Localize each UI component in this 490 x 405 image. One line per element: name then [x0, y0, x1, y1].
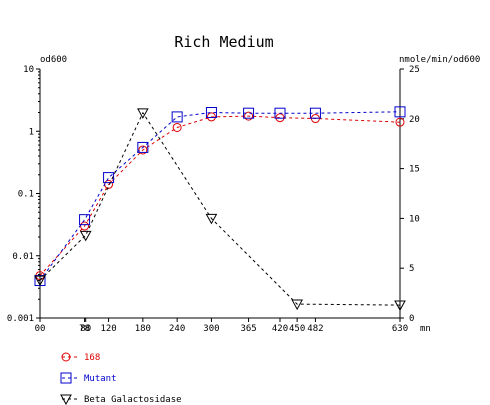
legend: 168 Mutant Beta Galactosidase	[60, 352, 182, 405]
data-point-square	[309, 107, 321, 119]
data-point-square	[394, 106, 406, 118]
series-line	[39, 115, 401, 276]
data-point-circle	[138, 145, 148, 155]
x-tick-label: 180	[135, 324, 151, 334]
data-point-triangle-down	[79, 230, 92, 242]
x-tick-label: 78	[79, 324, 90, 334]
x-tick-label: 630	[392, 324, 408, 334]
right-tick-label: 15	[409, 165, 420, 175]
legend-label: 168	[84, 353, 100, 363]
data-point-triangle-down	[137, 108, 149, 119]
data-point-square	[171, 111, 183, 123]
right-tick-label: 20	[409, 115, 420, 125]
left-tick-label: 1	[29, 127, 34, 137]
data-point-circle	[80, 221, 90, 231]
data-point-square	[137, 141, 149, 153]
x-unit-label: mn	[420, 324, 431, 334]
data-point-triangle-down	[291, 299, 303, 311]
chart-title: Rich Medium	[174, 33, 273, 51]
data-point-triangle-down	[205, 213, 218, 225]
data-point-square	[103, 172, 115, 184]
data-point-circle	[172, 122, 182, 132]
legend-marker	[60, 394, 72, 405]
left-tick-label: 0.001	[7, 314, 34, 324]
x-tick-label: 300	[203, 324, 219, 334]
left-tick-label: 0.01	[12, 252, 34, 262]
right-tick-label: 25	[409, 65, 420, 75]
right-tick-label: 10	[409, 214, 420, 224]
x-tick-label: 420	[272, 324, 288, 334]
series-line	[39, 111, 401, 306]
series-layer	[34, 106, 406, 312]
data-point-circle	[395, 117, 405, 127]
series-3	[34, 108, 406, 312]
x-tick-label: 80	[80, 324, 91, 334]
legend-item: 168	[61, 352, 100, 363]
legend-label: Beta Galactosidase	[84, 395, 182, 405]
data-point-triangle-down	[34, 275, 46, 287]
data-point-square	[79, 214, 91, 226]
data-point-square	[243, 107, 255, 119]
legend-label: Mutant	[84, 374, 117, 384]
data-point-square	[274, 107, 286, 119]
x-tick-label: 365	[240, 324, 256, 334]
left-tick-label: 10	[23, 65, 34, 75]
x-tick-label: 482	[307, 324, 323, 334]
legend-item: Beta Galactosidase	[60, 394, 182, 405]
series-line	[39, 111, 401, 281]
x-tick-label: 120	[100, 324, 116, 334]
left-axis-label: od600	[40, 55, 67, 65]
left-tick-label: 0.1	[18, 190, 34, 200]
data-point-square	[205, 107, 217, 119]
x-tick-label: 00	[35, 324, 46, 334]
series-2	[34, 106, 406, 287]
data-point-circle	[206, 112, 216, 122]
x-tick-label: 450	[289, 324, 305, 334]
data-point-circle	[244, 111, 254, 121]
right-axis-label: nmole/min/od600	[399, 55, 480, 65]
x-tick-label: 240	[169, 324, 185, 334]
right-tick-label: 0	[409, 314, 414, 324]
data-point-triangle-down	[394, 300, 406, 312]
legend-marker	[60, 372, 72, 384]
legend-item: Mutant	[60, 372, 117, 384]
series-1	[35, 111, 405, 281]
right-tick-label: 5	[409, 264, 414, 274]
legend-marker	[61, 352, 71, 362]
